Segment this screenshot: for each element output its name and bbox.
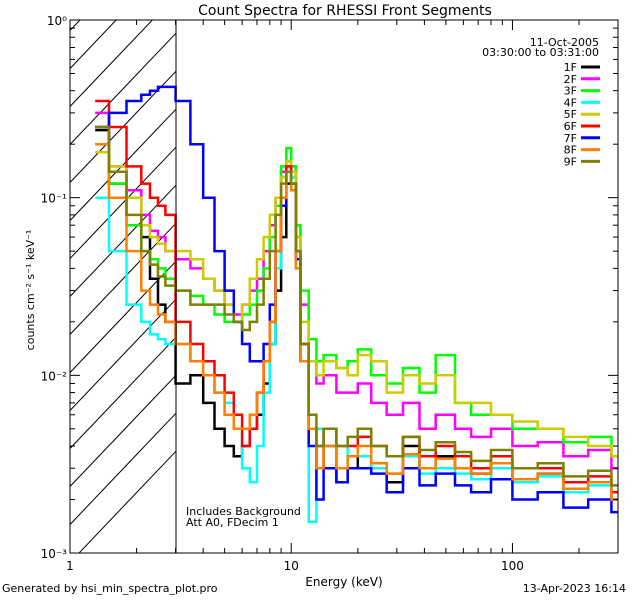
time-range-label: 03:30:00 to 03:31:00: [482, 46, 599, 59]
legend-label-5F: 5F: [564, 108, 577, 121]
legend-label-1F: 1F: [564, 61, 577, 74]
hatch-line: [70, 222, 176, 336]
hatch-line: [60, 0, 186, 3]
hatch-line: [78, 450, 176, 553]
series-layer: [95, 85, 618, 523]
legend-label-6F: 6F: [564, 120, 577, 133]
y-tick-label: 10⁻¹: [41, 192, 68, 206]
series-3F-line: [95, 142, 618, 458]
hatch-line: [70, 298, 176, 412]
footer-generated-by: Generated by hsi_min_spectra_plot.pro: [2, 582, 218, 595]
series-2F-line: [95, 111, 618, 470]
legend-label-3F: 3F: [564, 85, 577, 98]
x-tick-label: 10: [284, 559, 299, 573]
legend-label-4F: 4F: [564, 96, 577, 109]
annotation-attenuator: Att A0, FDecim 1: [186, 516, 279, 529]
annotation-background: Includes Background: [186, 505, 301, 518]
legend-label-9F: 9F: [564, 155, 577, 168]
x-tick-label: 100: [501, 559, 524, 573]
y-tick-label: 10⁻²: [41, 369, 68, 383]
y-tick-label: 10⁰: [47, 14, 67, 28]
chart-title: Count Spectra for RHESSI Front Segments: [198, 3, 492, 19]
series-9F-line: [95, 125, 618, 487]
hatch-line: [70, 412, 176, 526]
axis-ticks: 1 10 100 10⁻³ 10⁻² 10⁻¹ 10⁰: [41, 14, 619, 573]
footer-timestamp: 13-Apr-2023 16:14: [522, 582, 626, 595]
hatch-line: [70, 20, 117, 70]
y-tick-label: 10⁻³: [41, 547, 68, 561]
hatch-line: [70, 260, 176, 374]
series-8F-line: [95, 142, 618, 501]
hatch-line: [70, 20, 154, 108]
hatch-line: [70, 32, 176, 146]
y-axis-label: counts cm⁻² s⁻¹ keV⁻¹: [24, 230, 37, 351]
x-tick-label: 1: [66, 559, 74, 573]
x-axis-label: Energy (keV): [305, 575, 382, 589]
hatch-line: [70, 374, 176, 488]
legend-label-2F: 2F: [564, 73, 577, 86]
legend-label-7F: 7F: [564, 132, 577, 145]
hatch-line: [70, 146, 176, 260]
legend-label-8F: 8F: [564, 144, 577, 157]
hatch-line: [70, 184, 176, 298]
hatch-line: [70, 108, 176, 222]
plot-frame: [69, 19, 619, 554]
series-5F-line: [95, 151, 618, 458]
date-label: 11-Oct-2005: [530, 36, 599, 49]
hatch-line: [70, 336, 176, 450]
excluded-energy-hatch: [60, 0, 186, 553]
